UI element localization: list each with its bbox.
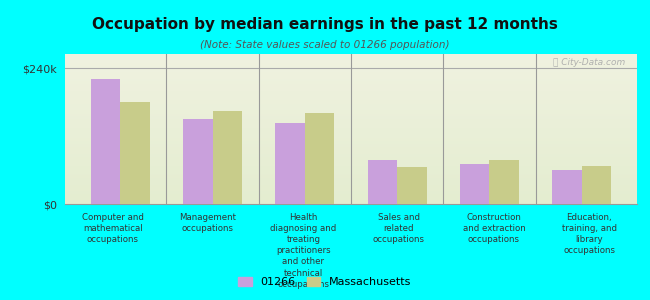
Text: Ⓜ City-Data.com: Ⓜ City-Data.com (553, 58, 625, 68)
Text: Construction
and extraction
occupations: Construction and extraction occupations (463, 213, 525, 244)
Bar (552, 170, 582, 204)
Legend: 01266, Massachusetts: 01266, Massachusetts (234, 272, 416, 291)
Bar (489, 160, 519, 204)
Bar (120, 102, 150, 204)
Text: Health
diagnosing and
treating
practitioners
and other
technical
occupations: Health diagnosing and treating practitio… (270, 213, 337, 289)
Text: Occupation by median earnings in the past 12 months: Occupation by median earnings in the pas… (92, 16, 558, 32)
Text: Sales and
related
occupations: Sales and related occupations (372, 213, 424, 244)
Text: Management
occupations: Management occupations (179, 213, 237, 233)
Text: Computer and
mathematical
occupations: Computer and mathematical occupations (82, 213, 144, 244)
Bar (460, 164, 489, 204)
Text: Education,
training, and
library
occupations: Education, training, and library occupat… (562, 213, 617, 255)
Bar (183, 119, 213, 204)
Bar (397, 167, 426, 204)
Bar (305, 113, 334, 204)
Bar (368, 160, 397, 204)
Bar (276, 123, 305, 204)
Bar (582, 166, 611, 204)
Bar (213, 111, 242, 204)
Text: (Note: State values scaled to 01266 population): (Note: State values scaled to 01266 popu… (200, 40, 450, 50)
Bar (91, 80, 120, 204)
